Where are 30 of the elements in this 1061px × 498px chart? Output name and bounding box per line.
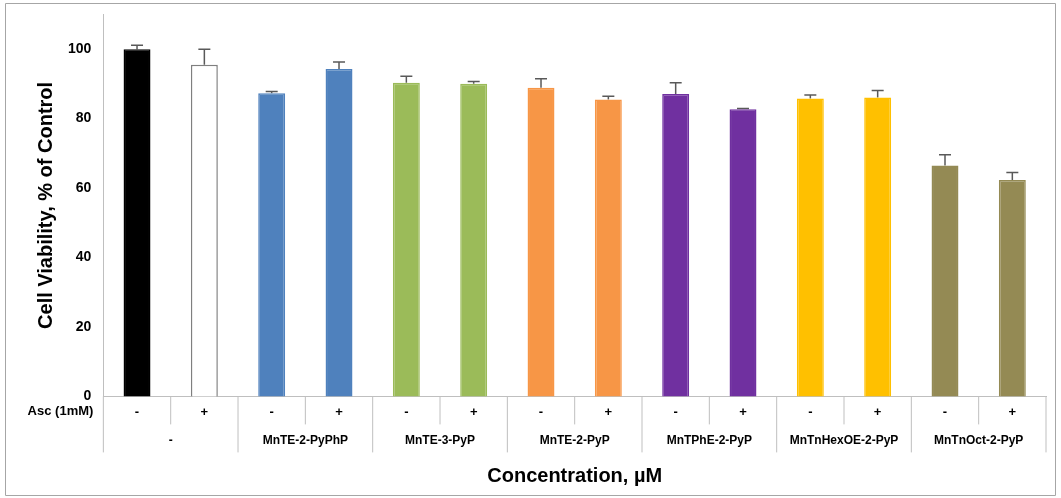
x-tick-label: + [873, 403, 882, 419]
text: MnTE-2-PyP [539, 432, 610, 447]
x-tick-label: - [538, 403, 544, 419]
text: - [168, 432, 173, 447]
y-tick-label: 0 [83, 387, 92, 404]
y-axis-title: Cell Viability, % of Control [33, 81, 56, 329]
x-tick-label: + [604, 403, 613, 419]
x-tick-label: - [808, 403, 813, 419]
text: MnTnOct-2-PyP [934, 432, 1024, 447]
x-tick-label: - [942, 403, 948, 419]
text: Asc (1mM) [27, 402, 94, 418]
text: MnTnHexOE-2-PyP [789, 432, 899, 447]
x-tick-label: + [200, 403, 209, 419]
text: MnTE-2-PyPhP [262, 432, 349, 447]
x-tick-label: - [404, 403, 409, 419]
y-tick-label: 60 [75, 178, 92, 195]
x-tick-label: + [469, 403, 478, 419]
y-tick-label: 40 [75, 248, 92, 265]
x-axis-title: Concentration, µM [487, 463, 663, 486]
x-tick-label: - [134, 403, 140, 419]
x-tick-label: + [739, 403, 748, 419]
x-tick-label: - [269, 403, 274, 419]
y-tick-label: 80 [75, 109, 92, 126]
text: MnTPhE-2-PyP [666, 432, 753, 447]
y-tick-label: 100 [68, 39, 92, 56]
x-tick-label: + [335, 403, 344, 419]
text: MnTE-3-PyP [405, 432, 476, 447]
y-tick-label: 20 [75, 317, 92, 334]
x-tick-label: - [673, 403, 678, 419]
x-tick-label: + [1008, 403, 1017, 419]
